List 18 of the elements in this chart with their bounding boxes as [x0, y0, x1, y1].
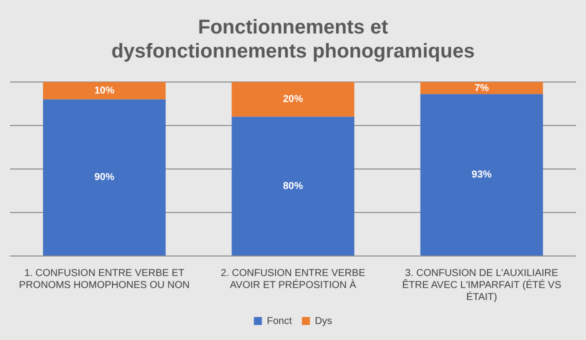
bar	[420, 82, 543, 94]
legend-label: Dys	[314, 316, 332, 327]
x-tick-label: 2. CONFUSION ENTRE VERBE AVOIR ET PRÉPOSITION À	[220, 268, 366, 291]
bar	[420, 94, 543, 256]
data-label: 7%	[474, 82, 489, 94]
data-label: 10%	[94, 85, 114, 96]
data-label: 80%	[282, 180, 304, 192]
x-tick-label: 3. CONFUSION DE L'AUXILIAIRE ÊTRE AVEC L'IMPARFAIT (ÉTÉ VS ÉTAIT)	[402, 268, 562, 303]
legend-label: Fonct	[266, 316, 292, 327]
bar	[43, 99, 166, 256]
data-label: 20%	[282, 94, 304, 106]
data-label: 93%	[472, 170, 492, 181]
bar	[43, 82, 166, 100]
data-label: 90%	[94, 172, 114, 184]
x-tick-label: 1. CONFUSION ENTRE VERBE ET PRONOMS HOMOPHONES OU NON	[19, 268, 190, 291]
bar	[232, 82, 354, 117]
chart-title: Fonctionnements et dysfonctionnements phonogramiques	[111, 16, 475, 63]
bar	[232, 116, 354, 256]
